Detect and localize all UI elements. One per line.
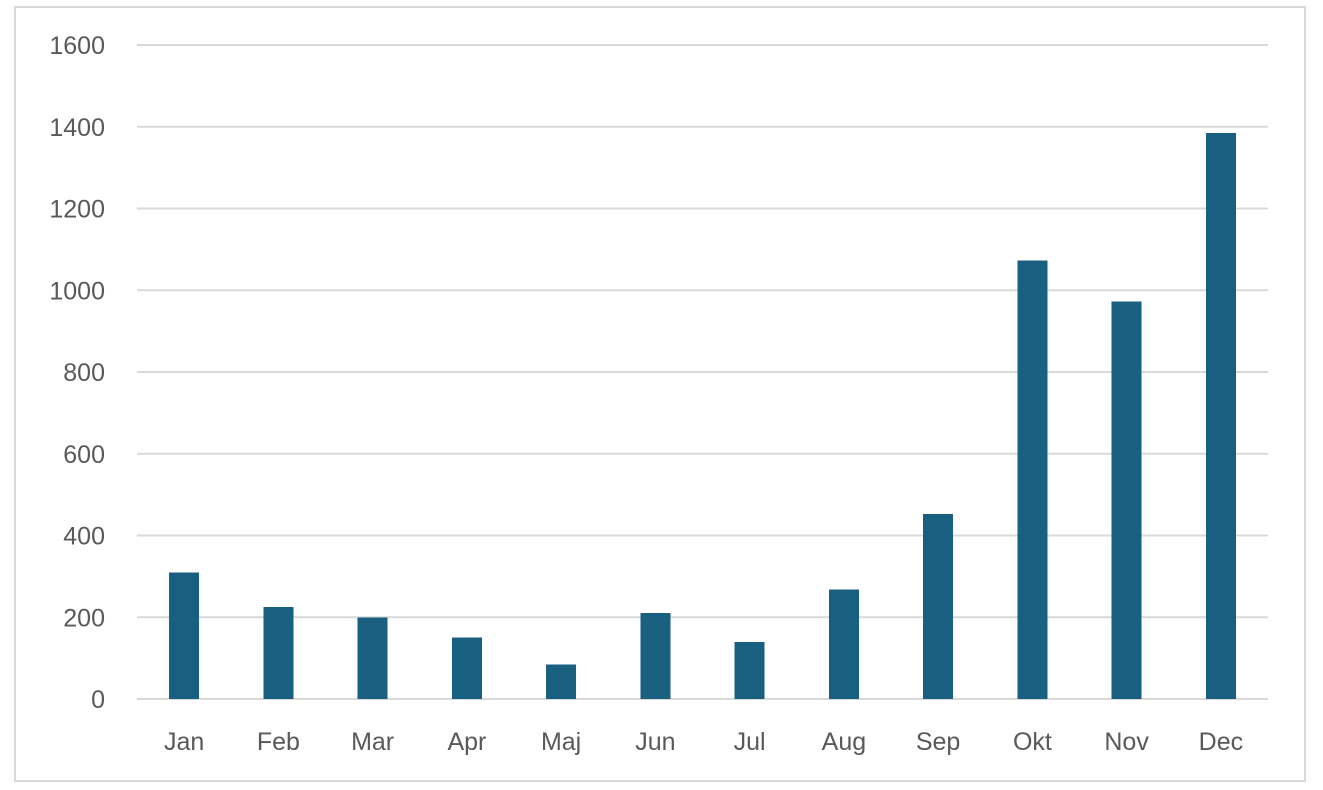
x-tick-label-apr: Apr: [447, 728, 486, 756]
x-tick-label-mar: Mar: [351, 728, 394, 756]
x-tick-label-jul: Jul: [734, 728, 766, 756]
bar-jul: [734, 641, 765, 699]
bar-sep: [923, 513, 954, 699]
y-tick-label: 1000: [49, 277, 105, 305]
bar-mar: [357, 617, 388, 700]
y-tick-label: 1400: [49, 114, 105, 142]
x-tick-label-sep: Sep: [916, 728, 960, 756]
bar-aug: [828, 589, 859, 699]
bar-maj: [546, 664, 577, 699]
bar-feb: [263, 607, 294, 699]
gridlines: [137, 44, 1268, 700]
bar-apr: [451, 637, 482, 699]
y-tick-label: 400: [63, 523, 105, 551]
bars: [169, 132, 1236, 700]
x-tick-label-nov: Nov: [1104, 728, 1149, 756]
y-tick-label: 1200: [49, 196, 105, 224]
y-tick-label: 1600: [49, 32, 105, 60]
y-axis-tick-labels: 0 200 400 600 800 1000 1200 1400 1600: [49, 32, 105, 714]
y-tick-label: 600: [63, 441, 105, 469]
y-tick-label: 200: [63, 604, 105, 632]
bar-okt: [1017, 260, 1048, 699]
y-tick-label: 800: [63, 359, 105, 387]
x-tick-label-okt: Okt: [1013, 728, 1052, 756]
x-tick-label-jan: Jan: [164, 728, 204, 756]
x-tick-label-dec: Dec: [1199, 728, 1243, 756]
bar-jan: [169, 572, 200, 699]
y-tick-label: 0: [91, 686, 105, 714]
x-axis-tick-labels: Jan Feb Mar Apr Maj Jun Jul Aug Sep Okt Nov Dec: [164, 728, 1243, 756]
x-tick-label-feb: Feb: [257, 728, 300, 756]
x-tick-label-aug: Aug: [822, 728, 866, 756]
x-tick-label-maj: Maj: [541, 728, 581, 756]
bar-jun: [640, 613, 671, 699]
bar-nov: [1111, 301, 1142, 699]
x-tick-label-jun: Jun: [635, 728, 675, 756]
bar-dec: [1205, 132, 1236, 699]
